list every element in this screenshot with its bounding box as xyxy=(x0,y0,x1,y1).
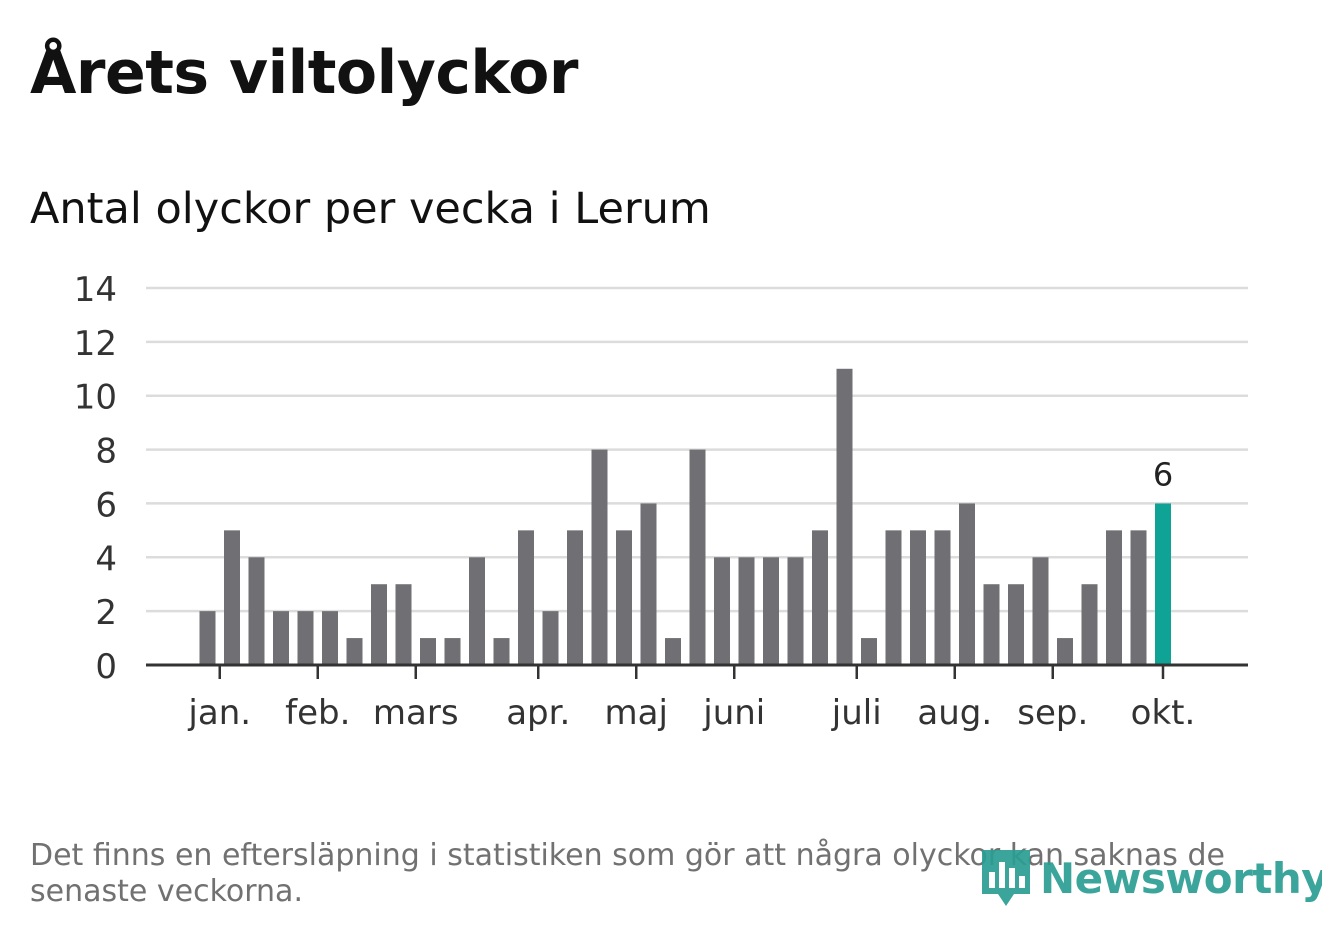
bar xyxy=(199,611,216,665)
bar xyxy=(1081,584,1098,665)
newsworthy-logo-icon xyxy=(982,850,1030,906)
x-tick-label: juni xyxy=(702,693,765,733)
y-tick-label: 14 xyxy=(74,270,117,310)
bars xyxy=(199,368,1171,665)
bar xyxy=(371,584,387,665)
bar xyxy=(493,638,510,665)
bar xyxy=(248,557,265,665)
bar xyxy=(861,638,877,665)
bar xyxy=(836,368,853,665)
bar xyxy=(395,584,412,665)
y-tick-label: 0 xyxy=(95,647,117,687)
y-tick-label: 10 xyxy=(74,378,117,418)
bar xyxy=(885,530,902,665)
bar xyxy=(444,638,461,665)
bar xyxy=(542,611,559,665)
bar xyxy=(812,530,828,665)
bar xyxy=(273,611,289,665)
chart-subtitle: Antal olyckor per vecka i Lerum xyxy=(30,184,711,234)
y-tick-label: 4 xyxy=(95,539,117,579)
bar xyxy=(224,530,240,665)
labels: 0 2 4 6 8 10 12 14 jan. feb. mars apr. maj juni juli au… xyxy=(74,270,1196,733)
bar xyxy=(567,530,583,665)
bar xyxy=(322,611,338,665)
chart-title: Årets viltolyckor xyxy=(30,38,579,108)
bar xyxy=(763,557,779,665)
y-tick-label: 2 xyxy=(95,593,117,633)
bar xyxy=(787,557,804,665)
bar xyxy=(934,530,951,665)
bar xyxy=(983,584,1000,665)
bar xyxy=(714,557,730,665)
bar xyxy=(738,557,755,665)
x-tick-label: feb. xyxy=(285,693,350,733)
bar xyxy=(297,611,314,665)
x-tick-label: aug. xyxy=(917,693,992,733)
bar xyxy=(1057,638,1073,665)
bar xyxy=(640,503,657,665)
x-tick-label: maj xyxy=(605,693,668,733)
y-tick-label: 12 xyxy=(74,324,117,364)
x-tick-label: jan. xyxy=(187,693,251,733)
x-tick-label: apr. xyxy=(506,693,570,733)
brand-name: Newsworthy xyxy=(1040,853,1322,903)
bar xyxy=(959,503,975,665)
x-tick-label: mars xyxy=(373,693,459,733)
bar xyxy=(420,638,436,665)
y-tick-label: 6 xyxy=(95,485,117,525)
x-axis xyxy=(146,663,1248,679)
bar xyxy=(1155,503,1171,665)
x-tick-label: juli xyxy=(831,693,882,733)
brand-logo: Newsworthy xyxy=(980,848,1322,908)
bar xyxy=(591,449,608,665)
bar xyxy=(1106,530,1122,665)
y-tick-label: 8 xyxy=(95,432,117,472)
bar xyxy=(689,449,706,665)
highlight-data-label: 6 xyxy=(1153,455,1173,493)
bar xyxy=(616,530,632,665)
x-tick-label: okt. xyxy=(1131,693,1196,733)
bar xyxy=(665,638,681,665)
bar xyxy=(1008,584,1024,665)
bar-chart: 0 2 4 6 8 10 12 14 jan. feb. mars apr. maj juni juli au… xyxy=(74,270,1248,733)
bar xyxy=(1130,530,1147,665)
bar xyxy=(910,530,926,665)
x-tick-label: sep. xyxy=(1017,693,1088,733)
bar xyxy=(469,557,485,665)
bar xyxy=(1032,557,1049,665)
bar xyxy=(518,530,534,665)
bar xyxy=(346,638,363,665)
